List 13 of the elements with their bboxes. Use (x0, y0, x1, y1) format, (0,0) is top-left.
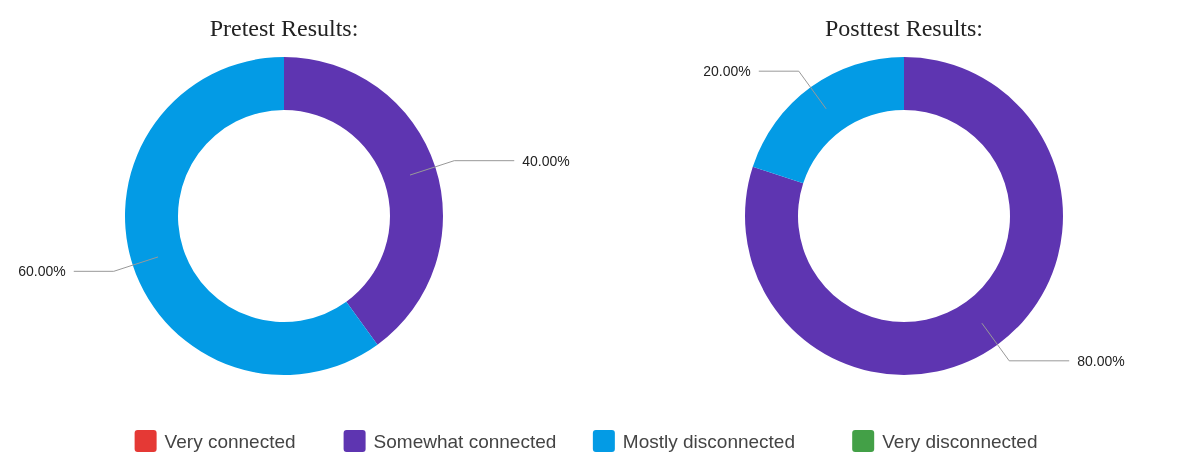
data-label: 20.00% (703, 63, 751, 80)
legend-label: Mostly disconnected (622, 431, 796, 452)
donut-slice (752, 57, 904, 184)
chart-title: Posttest Results: (824, 15, 984, 41)
donut-slice (125, 57, 378, 375)
data-label: 80.00% (1077, 352, 1125, 369)
chart-title: Pretest Results: (209, 15, 359, 41)
data-label: 60.00% (18, 263, 66, 280)
legend-label: Very disconnected (882, 431, 1038, 452)
data-label: 40.00% (522, 152, 570, 169)
donut-slice (284, 57, 443, 345)
legend-label: Somewhat connected (373, 431, 557, 452)
legend-label: Very connected (164, 431, 296, 452)
